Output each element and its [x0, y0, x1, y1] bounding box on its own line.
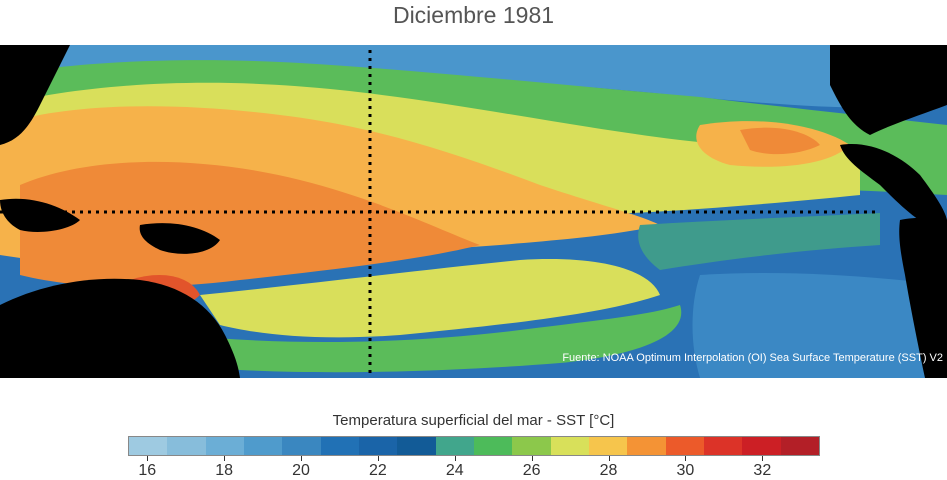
- south-east-cold: [692, 273, 947, 378]
- colorbar: [128, 436, 820, 456]
- colorbar-tick-label: 16: [138, 462, 157, 479]
- colorbar-tick-label: 32: [753, 462, 772, 479]
- colorbar-swatch: [550, 437, 589, 455]
- colorbar-tick-label: 24: [445, 462, 464, 479]
- colorbar-swatch: [473, 437, 513, 455]
- colorbar-swatch: [243, 437, 283, 455]
- colorbar-ticks: 16 18 20 22 24 26 28 30 32: [128, 456, 820, 480]
- east-hot-patch: [740, 127, 820, 155]
- colorbar-swatch: [588, 437, 628, 455]
- map-title: Diciembre 1981: [392, 2, 555, 28]
- sst-map-svg: [0, 45, 947, 378]
- colorbar-tick-label: 20: [292, 462, 310, 479]
- new-guinea-land: [139, 223, 220, 254]
- colorbar-tick-label: 26: [522, 462, 541, 479]
- colorbar-tick: [531, 456, 533, 461]
- australia-land: [0, 278, 240, 378]
- south-america-land: [899, 217, 947, 378]
- colorbar-swatch: [205, 437, 244, 455]
- colorbar-label: Temperatura superficial del mar - SST [°…: [332, 412, 615, 429]
- north-america-land: [830, 45, 947, 135]
- colorbar-tick-label: 28: [599, 462, 618, 479]
- source-note: Fuente: NOAA Optimum Interpolation (OI) …: [562, 352, 943, 364]
- warm-core: [20, 161, 480, 287]
- maritime-land: [0, 198, 80, 232]
- colorbar-tick: [454, 456, 456, 461]
- colorbar-swatch: [282, 437, 321, 455]
- colorbar-swatch: [665, 437, 704, 455]
- colorbar-swatch: [358, 437, 398, 455]
- colorbar-tick: [147, 456, 149, 461]
- colorbar-tick: [224, 456, 226, 461]
- colorbar-tick: [608, 456, 610, 461]
- colorbar-tick-label: 22: [368, 462, 387, 479]
- colorbar-swatch: [320, 437, 359, 455]
- colorbar-swatch: [435, 437, 474, 455]
- colorbar-swatch: [780, 437, 819, 455]
- colorbar-swatch: [129, 437, 168, 455]
- colorbar-swatch: [167, 437, 206, 455]
- south-yellow-band: [200, 259, 660, 338]
- south-green-band: [180, 305, 682, 373]
- colorbar-tick: [685, 456, 687, 461]
- colorbar-swatch: [397, 437, 436, 455]
- central-america-land: [840, 144, 947, 235]
- colorbar-tick: [762, 456, 764, 461]
- colorbar-tick-label: 30: [676, 462, 695, 479]
- sst-map: [0, 45, 947, 378]
- asia-land: [0, 45, 70, 145]
- colorbar-swatch: [703, 437, 743, 455]
- colorbar-tick: [377, 456, 379, 461]
- cold-tongue: [638, 213, 880, 270]
- colorbar-tick-label: 18: [215, 462, 233, 479]
- colorbar-swatch: [627, 437, 666, 455]
- colorbar-swatch: [742, 437, 781, 455]
- colorbar-swatch: [512, 437, 551, 455]
- colorbar-tick: [301, 456, 302, 461]
